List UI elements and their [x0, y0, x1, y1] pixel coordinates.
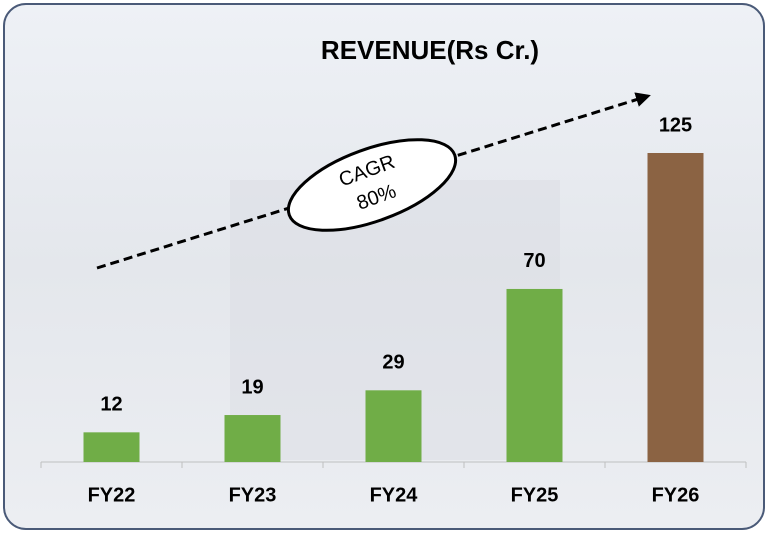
panel [3, 3, 765, 530]
bar [83, 432, 140, 462]
x-tick-label: FY24 [370, 484, 419, 506]
bar [506, 288, 563, 462]
bar [224, 415, 281, 462]
chart-title: REVENUE(Rs Cr.) [321, 35, 539, 65]
data-label: 29 [382, 352, 404, 374]
x-tick-label: FY23 [229, 484, 277, 506]
data-label: 19 [241, 376, 263, 398]
x-tick-label: FY26 [652, 484, 700, 506]
bar [365, 390, 422, 462]
data-label: 70 [523, 250, 545, 272]
x-tick-label: FY25 [511, 484, 559, 506]
callout-ellipse [286, 138, 458, 232]
data-label: 12 [100, 394, 122, 416]
cagr-callout: CAGR 80% [286, 138, 458, 232]
x-tick-label: FY22 [88, 484, 136, 506]
data-label: 125 [659, 114, 692, 136]
bar [647, 153, 704, 462]
